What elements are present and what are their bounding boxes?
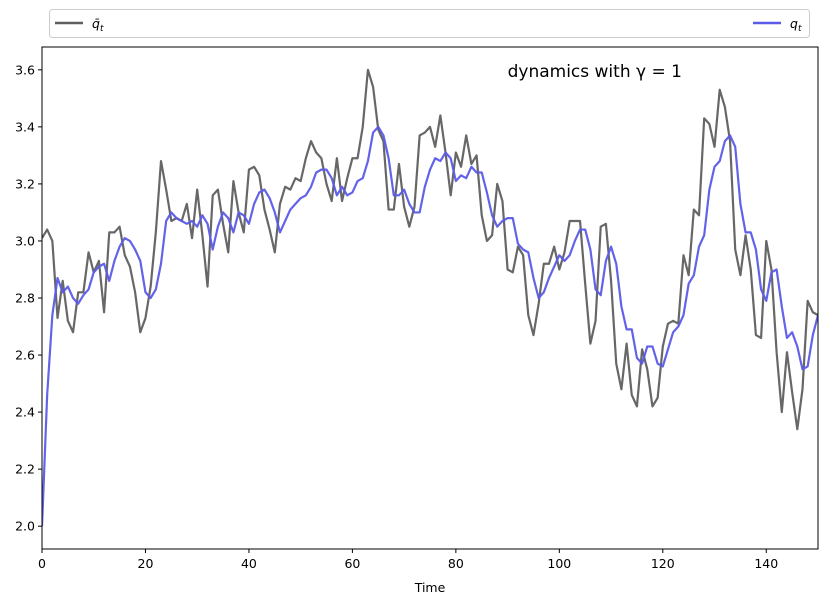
y-tick-label: 2.6	[15, 348, 35, 363]
y-tick-label: 3.0	[15, 233, 35, 248]
series-line-q-bar	[42, 68, 818, 431]
x-tick-label: 140	[754, 556, 778, 571]
y-tick-label: 3.6	[15, 62, 35, 77]
x-axis: 0 20 40 60 80 100 120 140	[38, 549, 778, 571]
legend-label-q: qt	[790, 16, 802, 34]
plot-frame	[41, 46, 819, 550]
chart-annotation: dynamics with γ = 1	[508, 62, 682, 82]
series-layer	[42, 68, 818, 527]
y-tick-label: 2.4	[15, 405, 35, 420]
legend: q̄t qt	[49, 9, 810, 38]
x-tick-label: 120	[651, 556, 675, 571]
x-axis-label: Time	[414, 580, 446, 595]
x-tick-label: 40	[241, 556, 257, 571]
x-tick-label: 20	[138, 556, 154, 571]
legend-box	[49, 9, 810, 38]
y-axis: 2.0 2.2 2.4 2.6 2.8 3.0 3.2 3.4 3.6	[15, 62, 42, 534]
y-tick-label: 2.2	[15, 462, 35, 477]
y-tick-label: 3.4	[15, 119, 35, 134]
x-tick-label: 80	[448, 556, 464, 571]
plot-area: 0 20 40 60 80 100 120 140 2.0 2.2 2.4 2.6 2.8 3.0 3.2…	[15, 46, 819, 595]
legend-label-q-bar: q̄t	[92, 16, 104, 34]
y-tick-label: 3.2	[15, 176, 35, 191]
x-tick-label: 100	[547, 556, 571, 571]
x-tick-label: 0	[38, 556, 46, 571]
series-line-q	[42, 125, 818, 527]
x-tick-label: 60	[344, 556, 360, 571]
y-tick-label: 2.8	[15, 291, 35, 306]
y-tick-label: 2.0	[15, 519, 35, 534]
